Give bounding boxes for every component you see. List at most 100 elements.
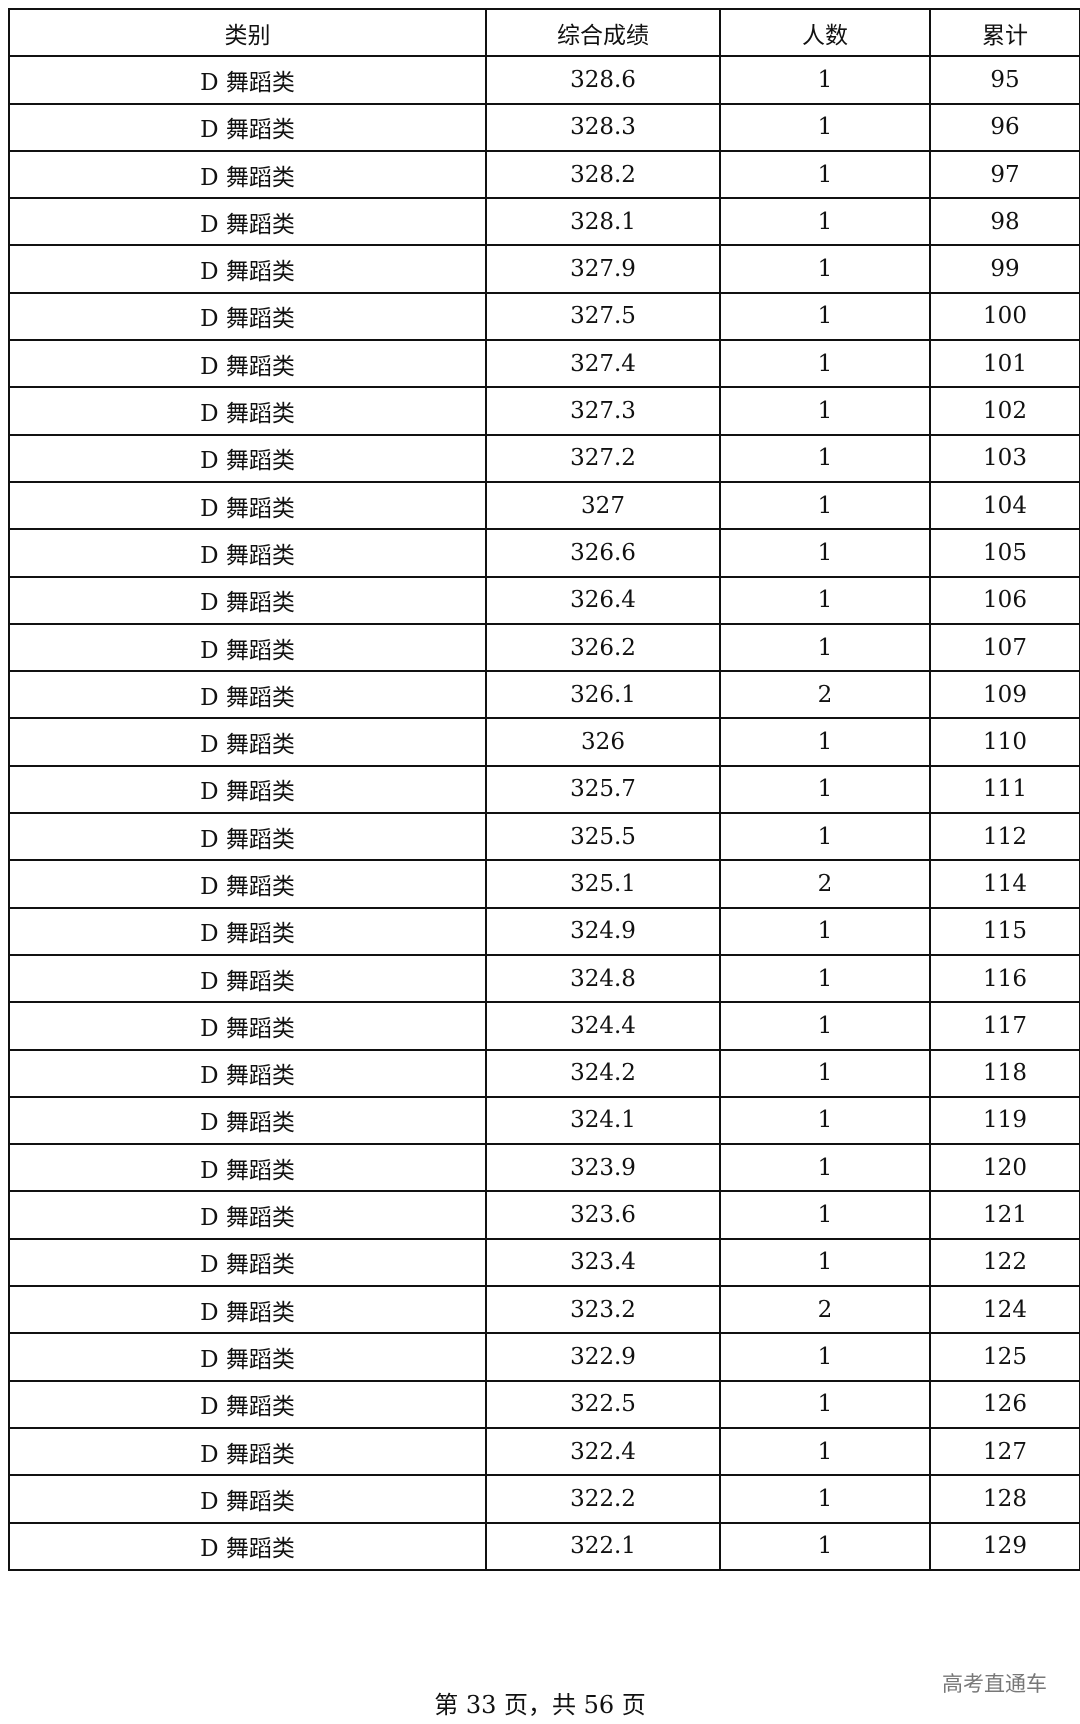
table-row: D 舞蹈类 324.2 1 118 (8, 1048, 1080, 1098)
count-cell: 1 (719, 575, 931, 625)
table-row: D 舞蹈类 322.2 1 128 (8, 1474, 1080, 1524)
table-row: D 舞蹈类 325.7 1 111 (8, 764, 1080, 815)
count-cell: 1 (719, 102, 931, 152)
score-cell: 324.1 (485, 1095, 721, 1146)
score-cell: 328.1 (485, 197, 721, 247)
cumulative-cell: 109 (929, 670, 1080, 720)
count-cell: 1 (719, 244, 931, 294)
category-cell: D 舞蹈类 (8, 1190, 487, 1240)
table-row: D 舞蹈类 326.6 1 105 (8, 528, 1080, 578)
score-cell: 322.2 (485, 1474, 721, 1524)
count-cell: 1 (719, 1379, 931, 1429)
header-row: 类别 综合成绩 人数 累计 (8, 7, 1080, 58)
score-cell: 322.4 (485, 1426, 721, 1477)
score-cell: 324.8 (485, 953, 721, 1004)
table-row: D 舞蹈类 322.4 1 127 (8, 1426, 1080, 1477)
score-cell: 326.4 (485, 575, 721, 625)
table-row: D 舞蹈类 323.6 1 121 (8, 1190, 1080, 1240)
table-row: D 舞蹈类 324.9 1 115 (8, 906, 1080, 956)
count-cell: 1 (719, 1095, 931, 1146)
category-cell: D 舞蹈类 (8, 670, 487, 720)
table-row: D 舞蹈类 325.1 2 114 (8, 859, 1080, 909)
count-cell: 1 (719, 1190, 931, 1240)
category-cell: D 舞蹈类 (8, 102, 487, 152)
category-cell: D 舞蹈类 (8, 1001, 487, 1051)
category-cell: D 舞蹈类 (8, 859, 487, 909)
count-cell: 1 (719, 622, 931, 673)
cumulative-cell: 122 (929, 1237, 1080, 1288)
table-row: D 舞蹈类 324.1 1 119 (8, 1095, 1080, 1146)
score-cell: 326.2 (485, 622, 721, 673)
header-score: 综合成绩 (485, 7, 721, 58)
count-cell: 1 (719, 1237, 931, 1288)
count-cell: 2 (719, 1285, 931, 1335)
header-category: 类别 (8, 7, 487, 58)
count-cell: 1 (719, 1048, 931, 1098)
cumulative-cell: 101 (929, 339, 1080, 389)
cumulative-cell: 103 (929, 433, 1080, 483)
category-cell: D 舞蹈类 (8, 480, 487, 531)
count-cell: 1 (719, 197, 931, 247)
count-cell: 1 (719, 55, 931, 105)
cumulative-cell: 112 (929, 812, 1080, 862)
table-row: D 舞蹈类 326.4 1 106 (8, 575, 1080, 625)
page-number: 第 33 页，共 56 页 (434, 1691, 646, 1719)
table-row: D 舞蹈类 328.3 1 96 (8, 102, 1080, 152)
cumulative-cell: 128 (929, 1474, 1080, 1524)
count-cell: 1 (719, 906, 931, 956)
score-cell: 325.5 (485, 812, 721, 862)
cumulative-cell: 120 (929, 1143, 1080, 1193)
table-row: D 舞蹈类 325.5 1 112 (8, 812, 1080, 862)
cumulative-cell: 118 (929, 1048, 1080, 1098)
category-cell: D 舞蹈类 (8, 244, 487, 294)
count-cell: 2 (719, 670, 931, 720)
category-cell: D 舞蹈类 (8, 433, 487, 483)
header-cumulative: 累计 (929, 7, 1080, 58)
watermark: 高考直通车 (942, 1672, 1047, 1696)
cumulative-cell: 99 (929, 244, 1080, 294)
table-row: D 舞蹈类 326.2 1 107 (8, 622, 1080, 673)
table-row: D 舞蹈类 326 1 110 (8, 717, 1080, 767)
count-cell: 1 (719, 764, 931, 815)
cumulative-cell: 127 (929, 1426, 1080, 1477)
table-row: D 舞蹈类 328.1 1 98 (8, 197, 1080, 247)
cumulative-cell: 111 (929, 764, 1080, 815)
count-cell: 1 (719, 1474, 931, 1524)
category-cell: D 舞蹈类 (8, 1285, 487, 1335)
count-cell: 1 (719, 480, 931, 531)
table-row: D 舞蹈类 327 1 104 (8, 480, 1080, 531)
score-cell: 323.9 (485, 1143, 721, 1193)
category-cell: D 舞蹈类 (8, 622, 487, 673)
cumulative-cell: 126 (929, 1379, 1080, 1429)
score-cell: 327.5 (485, 291, 721, 342)
table-row: D 舞蹈类 327.9 1 99 (8, 244, 1080, 294)
table-row: D 舞蹈类 326.1 2 109 (8, 670, 1080, 720)
category-cell: D 舞蹈类 (8, 1426, 487, 1477)
score-cell: 327.3 (485, 386, 721, 436)
score-cell: 326 (485, 717, 721, 767)
table-row: D 舞蹈类 324.4 1 117 (8, 1001, 1080, 1051)
count-cell: 1 (719, 528, 931, 578)
cumulative-cell: 105 (929, 528, 1080, 578)
count-cell: 1 (719, 1521, 931, 1571)
score-cell: 327.4 (485, 339, 721, 389)
cumulative-cell: 107 (929, 622, 1080, 673)
score-cell: 326.6 (485, 528, 721, 578)
cumulative-cell: 102 (929, 386, 1080, 436)
count-cell: 1 (719, 717, 931, 767)
category-cell: D 舞蹈类 (8, 1048, 487, 1098)
category-cell: D 舞蹈类 (8, 55, 487, 105)
category-cell: D 舞蹈类 (8, 764, 487, 815)
table-row: D 舞蹈类 328.2 1 97 (8, 149, 1080, 200)
category-cell: D 舞蹈类 (8, 1474, 487, 1524)
category-cell: D 舞蹈类 (8, 1095, 487, 1146)
table-row: D 舞蹈类 322.9 1 125 (8, 1332, 1080, 1382)
cumulative-cell: 121 (929, 1190, 1080, 1240)
category-cell: D 舞蹈类 (8, 1332, 487, 1382)
table-row: D 舞蹈类 324.8 1 116 (8, 953, 1080, 1004)
count-cell: 1 (719, 339, 931, 389)
score-cell: 328.3 (485, 102, 721, 152)
score-cell: 327.2 (485, 433, 721, 483)
count-cell: 1 (719, 953, 931, 1004)
count-cell: 1 (719, 1332, 931, 1382)
